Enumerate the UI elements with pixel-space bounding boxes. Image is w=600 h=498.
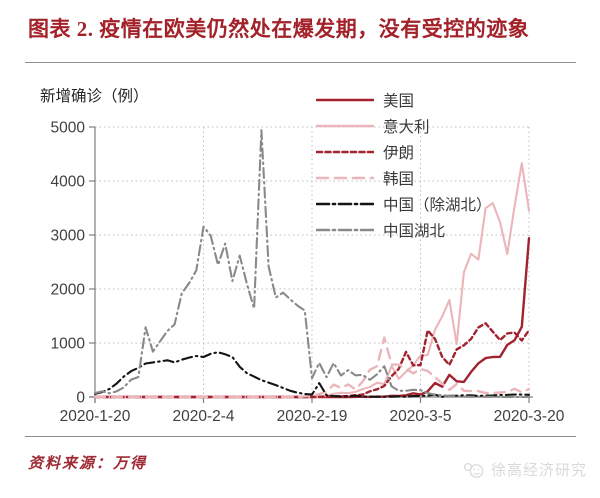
bottom-divider — [25, 436, 576, 437]
legend-item-china-hubei: 中国湖北 — [316, 217, 492, 243]
x-tick-label: 2020-2-4 — [172, 408, 234, 425]
y-tick-label: 2000 — [51, 282, 86, 299]
x-tick-label: 2020-3-20 — [494, 408, 565, 425]
watermark-text: 徐高经济研究 — [491, 462, 588, 479]
figure-title: 图表 2. 疫情在欧美仍然处在爆发期，没有受控的迹象 — [28, 17, 530, 41]
y-axis-title: 新增确诊（例） — [40, 88, 149, 105]
legend-label-china-ex-hubei: 中国（除湖北） — [383, 197, 492, 214]
legend-item-italy: 意大利 — [316, 113, 492, 139]
y-tick-label: 0 — [76, 390, 85, 407]
legend-item-usa: 美国 — [316, 87, 492, 113]
line-chart: 0 1000 2000 3000 4000 5000 2020-1-20 2020-2-4 20… — [51, 120, 565, 426]
y-tick-label: 1000 — [51, 336, 86, 353]
legend-item-china-ex-hubei: 中国（除湖北） — [316, 191, 492, 217]
legend-label-south-korea: 韩国 — [383, 171, 415, 188]
series-line-china-ex-hubei — [93, 351, 531, 398]
legend-line-sample-italy — [316, 124, 374, 128]
watermark: 徐高经济研究 — [462, 459, 587, 480]
legend-label-china-hubei: 中国湖北 — [383, 223, 446, 240]
legend-line-sample-iran — [316, 150, 374, 154]
legend-label-usa: 美国 — [383, 93, 415, 110]
y-tick-label: 3000 — [51, 228, 86, 245]
legend-line-sample-china-hubei — [316, 228, 374, 232]
legend-line-sample-usa — [316, 98, 374, 102]
series-line-china-hubei — [93, 129, 531, 399]
y-tick-label: 4000 — [51, 174, 86, 191]
watermark-logo — [463, 462, 484, 478]
x-tick-label: 2020-2-19 — [277, 408, 348, 425]
legend-label-iran: 伊朗 — [383, 145, 415, 162]
source-note: 资料来源：万得 — [28, 456, 148, 472]
x-tick-label: 2020-1-20 — [60, 408, 131, 425]
top-divider — [25, 62, 576, 63]
chart-legend: 美国意大利伊朗韩国中国（除湖北） 中国湖北 — [316, 87, 492, 243]
legend-label-italy: 意大利 — [383, 119, 430, 136]
legend-item-south-korea: 韩国 — [316, 165, 492, 191]
series-line-south-korea — [93, 336, 531, 399]
legend-line-sample-china-ex-hubei — [316, 202, 374, 206]
legend-item-iran: 伊朗 — [316, 139, 492, 165]
legend-line-sample-south-korea — [316, 176, 374, 180]
y-tick-label: 5000 — [51, 120, 86, 137]
x-tick-label: 2020-3-5 — [389, 408, 451, 425]
